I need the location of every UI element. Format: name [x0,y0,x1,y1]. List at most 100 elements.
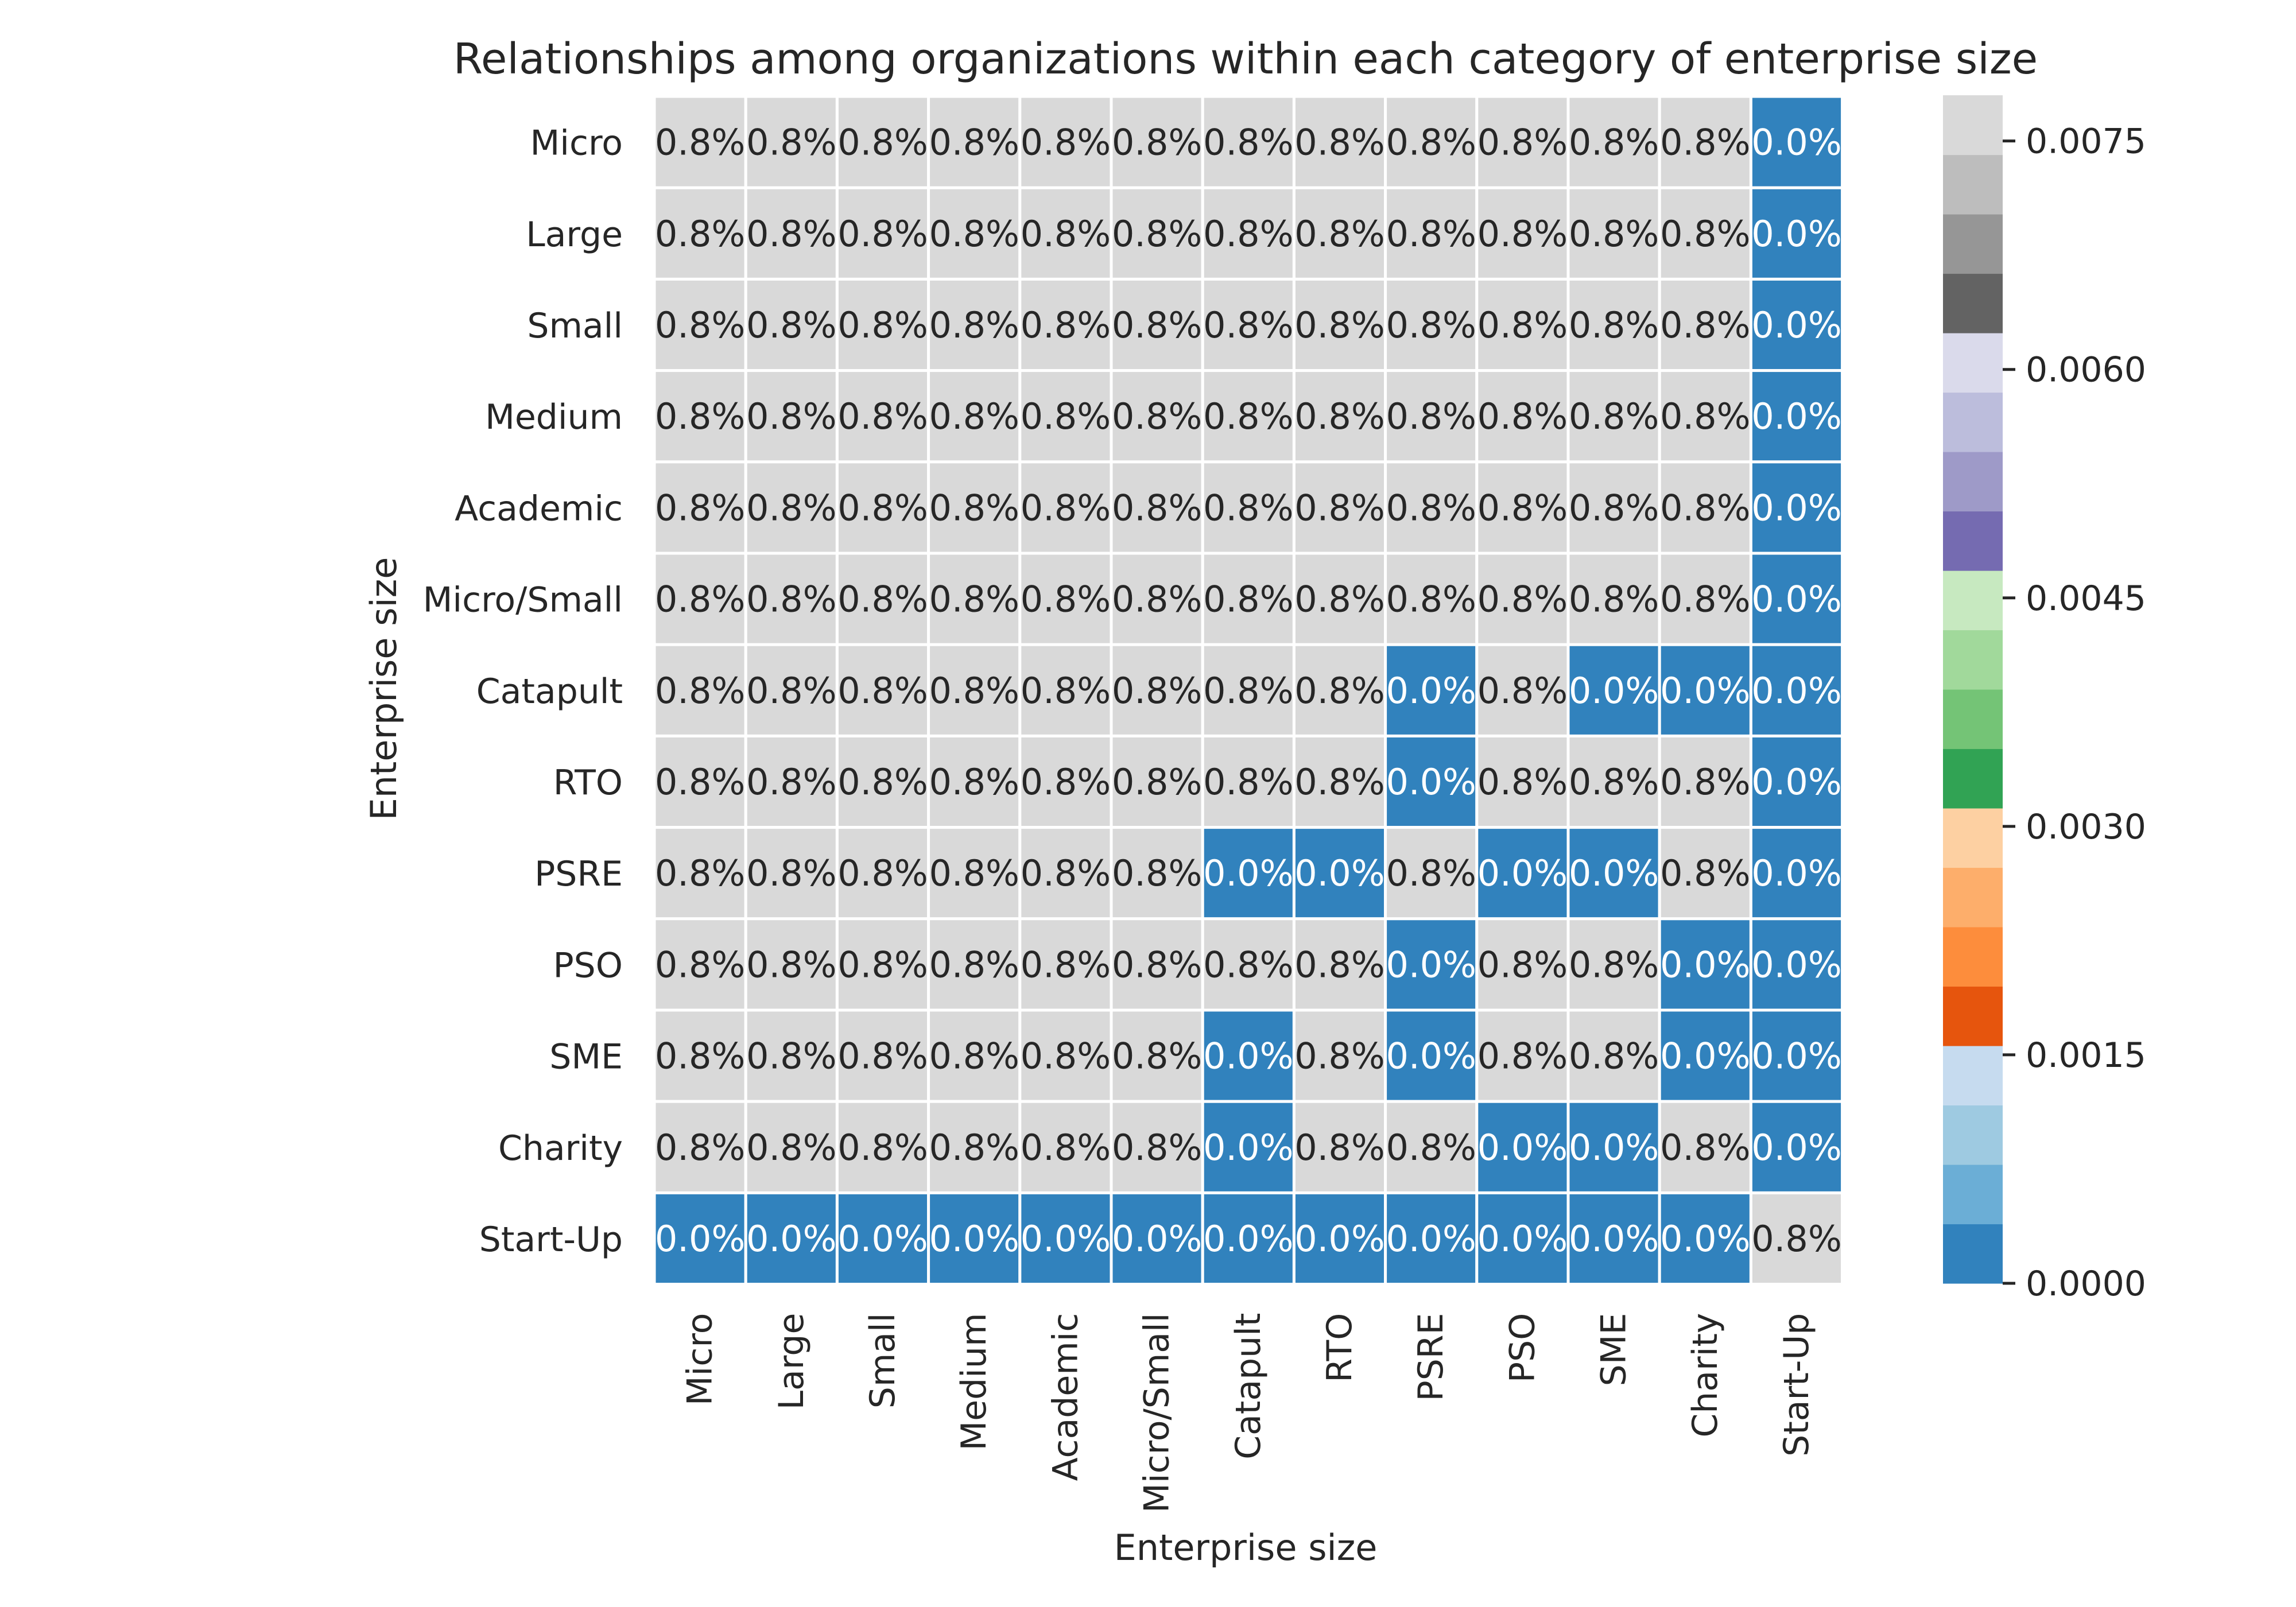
row-tick-label: PSO [553,945,623,985]
cell-value-label: 0.8% [1660,852,1751,894]
cell-value-label: 0.8% [1477,1035,1568,1077]
cell-value-label: 0.8% [1203,213,1294,255]
cell-value-label: 0.0% [1569,1218,1659,1260]
heatmap-cell [1292,1191,1387,1286]
cell-value-label: 0.0% [1660,670,1751,712]
cell-value-label: 0.8% [1386,579,1476,620]
colorbar-segment [1943,689,2003,750]
heatmap-cell [1110,369,1204,464]
heatmap-cell [1475,95,1570,189]
heatmap-cell [1110,95,1204,189]
cell-value-label: 0.8% [1660,579,1751,620]
column-tick-label: Micro [680,1313,720,1406]
cell-value-label: 0.8% [1660,304,1751,346]
cell-value-label: 0.8% [1386,852,1476,894]
cell-value-label: 0.8% [837,852,928,894]
cell-value-label: 0.0% [1112,1218,1203,1260]
cell-value-label: 0.8% [837,1035,928,1077]
cell-value-label: 0.0% [1751,395,1842,437]
colorbar-tick-label: 0.0060 [2026,350,2146,390]
cell-value-label: 0.8% [1203,395,1294,437]
row-tick-label: Catapult [476,671,623,712]
cell-value-label: 0.0% [1751,304,1842,346]
heatmap-cell [744,95,839,189]
colorbar-segment [1943,1224,2003,1284]
heatmap-cell [1018,1100,1113,1194]
cell-value-label: 0.8% [837,213,928,255]
heatmap-cell [653,277,747,372]
heatmap-cell [927,734,1022,829]
cell-value-label: 0.8% [655,944,746,985]
cell-value-label: 0.8% [1112,122,1203,164]
heatmap-cell [653,826,747,921]
cell-value-label: 0.0% [1386,670,1476,712]
cell-value-label: 0.8% [746,579,837,620]
colorbar-segment [1943,392,2003,452]
cell-value-label: 0.8% [746,487,837,529]
heatmap-cell [1566,917,1661,1012]
colorbar-segment [1943,95,2003,156]
cell-value-label: 0.8% [929,761,1019,803]
heatmap-cell [1658,95,1752,189]
heatmap-cell [1475,552,1570,646]
cell-value-label: 0.8% [1294,213,1385,255]
cell-value-label: 0.8% [1386,304,1476,346]
heatmap-cell [1292,186,1387,281]
colorbar-segment [1943,1165,2003,1225]
cell-value-label: 0.8% [1386,213,1476,255]
column-tick-label: Charity [1685,1313,1725,1438]
cell-value-label: 0.0% [1751,1035,1842,1077]
cell-value-label: 0.8% [1660,487,1751,529]
colorbar-segment [1943,630,2003,690]
cell-value-label: 0.8% [1477,487,1568,529]
heatmap-cell [1566,277,1661,372]
cell-value-label: 0.8% [655,487,746,529]
cell-value-label: 0.0% [1294,852,1385,894]
cell-value-label: 0.8% [1112,213,1203,255]
cell-value-label: 0.0% [1751,761,1842,803]
cell-value-label: 0.8% [746,852,837,894]
cell-value-label: 0.8% [1386,487,1476,529]
heatmap-cell [1749,1191,1844,1286]
heatmap-cell [927,917,1022,1012]
cell-value-label: 0.8% [1660,1127,1751,1169]
heatmap-cell [835,552,930,646]
heatmap-cell [1658,1100,1752,1194]
colorbar: 0.0000 0.0015 0.0030 0.0045 0.0060 0.0075 [1943,95,2146,1304]
heatmap-cell [1292,826,1387,921]
cell-value-label: 0.8% [1294,579,1385,620]
cell-value-label: 0.8% [929,487,1019,529]
cell-value-label: 0.8% [1112,761,1203,803]
row-tick-label: Medium [485,397,623,437]
cell-value-label: 0.0% [1386,944,1476,985]
cell-value-label: 0.8% [746,761,837,803]
cell-value-label: 0.8% [1477,213,1568,255]
cell-value-label: 0.8% [929,1127,1019,1169]
heatmap-cell [835,277,930,372]
cell-value-label: 0.8% [1112,487,1203,529]
colorbar-segment [1943,452,2003,512]
heatmap-cell [927,826,1022,921]
colorbar-tick-label: 0.0015 [2026,1035,2146,1076]
cell-value-label: 0.8% [1294,304,1385,346]
heatmap-cell [1384,917,1479,1012]
row-tick-label: SME [549,1037,623,1077]
cell-value-label: 0.8% [746,395,837,437]
heatmap-cell [927,1008,1022,1103]
colorbar-tick-label: 0.0000 [2026,1264,2146,1304]
column-tick-label: Catapult [1228,1313,1269,1460]
cell-value-label: 0.0% [1203,1127,1294,1169]
heatmap-cell [1384,369,1479,464]
cell-value-label: 0.8% [837,122,928,164]
cell-value-label: 0.0% [1660,944,1751,985]
heatmap-cell [1201,369,1296,464]
column-labels: Micro Large Small Medium Academic Micro/Small… [680,1313,1817,1513]
column-tick-label: RTO [1320,1313,1360,1383]
heatmap-cell [1384,1008,1479,1103]
heatmap-cell [653,643,747,737]
cell-value-label: 0.8% [1203,304,1294,346]
cell-value-label: 0.8% [929,395,1019,437]
cell-value-label: 0.8% [1203,122,1294,164]
cell-value-label: 0.8% [1386,1127,1476,1169]
cell-value-label: 0.8% [837,304,928,346]
